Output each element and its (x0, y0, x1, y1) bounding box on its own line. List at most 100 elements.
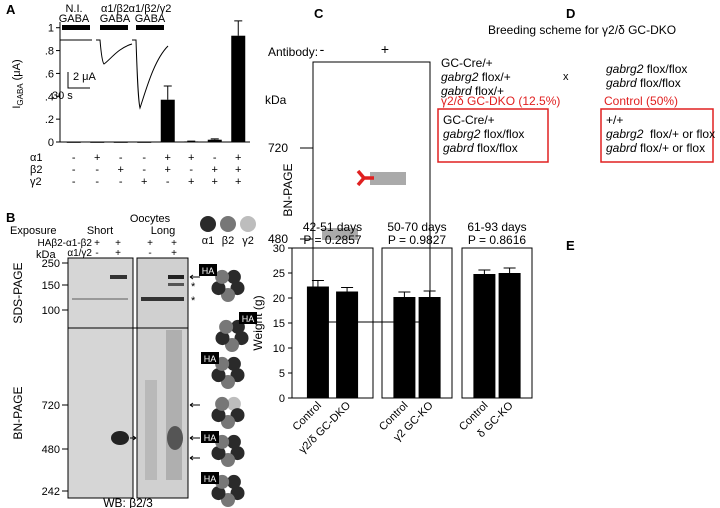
subunit-icon (226, 434, 241, 449)
condition-sign: - (72, 152, 76, 164)
condition-sign: + (188, 176, 194, 188)
y-tick-label: 25 (273, 268, 285, 280)
subunit-icon (211, 408, 226, 423)
condition-label: α1 (30, 152, 42, 164)
tag-box (201, 431, 219, 443)
marker: 242 (42, 486, 60, 498)
condition-sign: + (118, 164, 124, 176)
stimulus-bar (100, 25, 128, 30)
gene-name: gabrd (441, 84, 472, 98)
lane-sign: + (115, 248, 121, 259)
gel-label: SDS-PAGE (11, 262, 25, 323)
genotype-text: flox/+ or flox (637, 141, 705, 155)
genotype-line: GC-Cre/+ (441, 56, 493, 70)
condition-sign: - (142, 164, 146, 176)
bar (418, 297, 441, 398)
error-bar (163, 85, 172, 100)
gel-label: BN-PAGE (11, 386, 25, 439)
genotype-text: flox/+ (472, 84, 504, 98)
genotype-text: flox/flox (474, 141, 518, 155)
tag-label: HA (204, 433, 217, 443)
lane-sign: + (94, 238, 100, 249)
genotype-line: gabrg2 flox/flox (606, 62, 687, 76)
panel-d: Breeding scheme for γ2/δ GC-DKO x GC-Cre… (437, 23, 715, 163)
subunit-icon (220, 216, 236, 232)
subunit-icon (211, 368, 226, 383)
y-tick-label: .2 (45, 114, 54, 126)
plot-frame (291, 247, 374, 399)
panel-label: D (566, 6, 575, 21)
y-label-main: I (11, 106, 23, 109)
trace-stimulus: GABA (135, 13, 166, 25)
subunit-icon (211, 486, 226, 501)
axis-unit: kDa (265, 93, 287, 107)
band (167, 426, 183, 450)
genotype-line: gabrd flox/+ or flox (606, 141, 705, 155)
group-title: 61-93 days (467, 220, 526, 234)
group-title: 50-70 days (387, 220, 446, 234)
panel-label: C (314, 6, 324, 21)
genotype-line: gabrd flox/flox (443, 141, 518, 155)
error-bar (311, 280, 324, 287)
trace-stimulus: GABA (100, 13, 131, 25)
tag-label: HA (242, 314, 255, 324)
error-bar (423, 290, 436, 297)
cross: x (563, 71, 569, 83)
traces: N.I. GABA α1/β2 GABA α1/β2/γ2 GABA 2 μA … (52, 3, 172, 110)
plot-frame (381, 247, 453, 399)
bar (306, 286, 329, 398)
caption: WB: β2/3 (103, 496, 153, 508)
y-tick-label: .6 (45, 68, 54, 80)
y-tick-label: .8 (45, 46, 54, 58)
bar (473, 274, 496, 398)
y-tick-label: 0 (279, 393, 285, 405)
genotype-line: gabrd flox/+ (441, 84, 504, 98)
subunit-icon (215, 269, 230, 284)
arrow (189, 435, 200, 441)
box (600, 108, 714, 163)
condition-sign: + (188, 152, 194, 164)
tag-box (201, 352, 219, 364)
subunit-icon (200, 216, 216, 232)
label: Short (87, 225, 113, 237)
genotype-text: flox/flox (643, 62, 687, 76)
panel-b: Oocytes Exposure Short Long kDa * * SDS-… (10, 213, 200, 508)
error-bar (503, 267, 516, 273)
condition-sign: - (95, 164, 99, 176)
error-bar (478, 269, 491, 274)
title: Breeding scheme for γ2/δ GC-DKO (488, 23, 676, 37)
y-tick-label: 30 (273, 243, 285, 255)
condition-sign: + (165, 152, 171, 164)
subunit-label: γ2 (242, 235, 254, 247)
smear (145, 380, 157, 480)
condition-sign: + (212, 164, 218, 176)
bar (393, 297, 416, 398)
condition-sign: + (141, 176, 147, 188)
group-title: 42-51 days (303, 220, 362, 234)
trace-label: α1/β2/γ2 (129, 3, 172, 15)
band (141, 297, 184, 301)
gene-name: gabrd (606, 76, 637, 90)
tag-label: HA (204, 474, 217, 484)
stimulus-bar (136, 25, 164, 30)
trace-stimulus: GABA (59, 13, 90, 25)
y-tick-label: 5 (279, 368, 285, 380)
offspring-label: γ2/δ GC-DKO (12.5%) (441, 94, 560, 108)
asterisk: * (191, 281, 196, 293)
lane-sign: + (171, 248, 177, 259)
y-label-sub: GABA (16, 83, 25, 106)
genotype-line: GC-Cre/+ (443, 113, 495, 127)
marker: 250 (42, 258, 60, 270)
gene-name: gabrd (443, 141, 474, 155)
error-bar (398, 291, 411, 297)
bar (336, 291, 359, 398)
condition-label: γ2 (30, 176, 42, 188)
genotype-text: +/+ (606, 113, 623, 127)
gene-name: gabrg2 (443, 127, 481, 141)
label: Exposure (10, 225, 56, 237)
subunit-icon (226, 396, 241, 411)
trace-label: N.I. (65, 3, 82, 15)
gene-name: gabrg2 (441, 70, 479, 84)
band (111, 431, 129, 445)
condition-sign: - (213, 152, 217, 164)
